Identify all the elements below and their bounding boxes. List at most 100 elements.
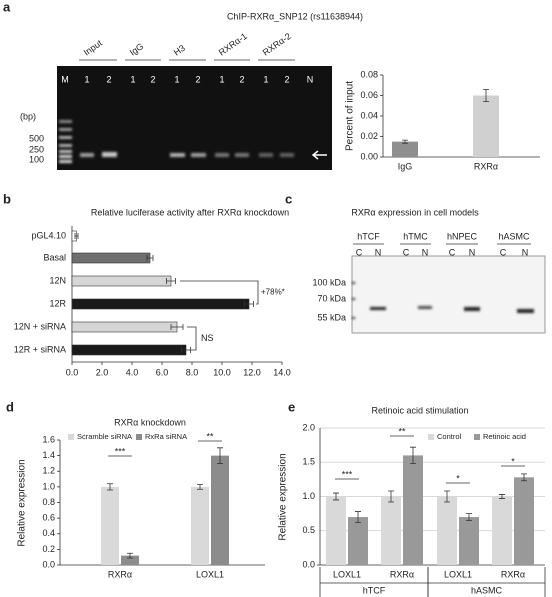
- panel-label: b: [3, 191, 11, 206]
- x-tick-label: 12.0: [243, 367, 261, 377]
- error-bar: [402, 139, 408, 144]
- kda-marker: 55 kDa: [317, 312, 346, 322]
- bar: [348, 517, 368, 565]
- bracket: [180, 280, 259, 305]
- bp-label: (bp): [20, 111, 36, 121]
- error-bar: [166, 278, 176, 284]
- blot-lane: N: [422, 247, 429, 257]
- lane-label: 1: [130, 74, 135, 84]
- legend-label: Control: [437, 432, 462, 441]
- y-tick-label: Basal: [43, 252, 66, 262]
- error-bar: [107, 483, 113, 491]
- legend-label: Retinoic acid: [483, 432, 526, 441]
- error-bar: [146, 255, 154, 261]
- x-tick-label: IgG: [398, 161, 413, 171]
- y-axis-label: Percent of input: [345, 81, 356, 151]
- blot-lane: C: [356, 247, 363, 257]
- y-tick-label: 0.0: [42, 559, 55, 569]
- group-label: Input: [82, 38, 105, 58]
- y-tick-label: 1.2: [42, 466, 55, 476]
- bracket-label: NS: [201, 333, 214, 343]
- bar: [71, 321, 178, 333]
- bar: [211, 455, 229, 565]
- y-tick-label: 0.08: [360, 69, 378, 79]
- error-bar: [444, 490, 450, 503]
- bar: [514, 477, 534, 565]
- x-tick-label: RXRα: [474, 161, 498, 171]
- bar: [121, 555, 139, 565]
- lane-label: M: [61, 74, 69, 84]
- blot-lane: C: [449, 247, 456, 257]
- x-tick-label: 4.0: [126, 367, 139, 377]
- bar: [101, 486, 119, 565]
- y-axis-label: Relative expression: [278, 453, 289, 540]
- bar: [71, 298, 250, 310]
- significance-label: ***: [342, 469, 353, 479]
- significance-label: **: [398, 426, 406, 436]
- y-tick-label: 1.4: [42, 450, 55, 460]
- kda-marker: 70 kDa: [317, 293, 346, 303]
- band-arrow: [311, 150, 327, 160]
- group-label: IgG: [128, 41, 146, 58]
- y-tick-label: pGL4.10: [31, 230, 66, 240]
- bar: [403, 455, 423, 565]
- error-bar: [355, 511, 361, 523]
- group-label: hTCF: [363, 585, 386, 595]
- y-tick-label: 0.6: [42, 513, 55, 523]
- x-tick-label: 10.0: [213, 367, 231, 377]
- gel-bands: [59, 120, 294, 163]
- y-tick-label: 1.0: [302, 491, 315, 501]
- error-bar: [181, 347, 191, 353]
- y-tick-label: 1.0: [42, 481, 55, 491]
- error-bar: [388, 490, 394, 503]
- y-tick-label: 0.5: [302, 525, 315, 535]
- panel-label: e: [288, 399, 295, 414]
- legend-label: Scramble siRNA: [77, 432, 132, 441]
- lane-label: N: [307, 74, 314, 84]
- y-tick-label: 0.0: [302, 559, 315, 569]
- lane-label: 2: [239, 74, 244, 84]
- y-tick-label: 12N: [49, 275, 66, 285]
- error-bar: [217, 447, 223, 464]
- y-tick-label: 1.5: [302, 457, 315, 467]
- bar: [459, 517, 479, 565]
- bracket-label: +78%*: [261, 288, 285, 297]
- group-label: H3: [172, 43, 187, 58]
- legend-swatch: [428, 434, 434, 440]
- y-tick-label: 0.06: [360, 90, 378, 100]
- legend-swatch: [474, 434, 480, 440]
- significance-label: *: [511, 456, 515, 466]
- y-tick-label: 0.02: [360, 131, 378, 141]
- y-tick-label: 0.00: [360, 151, 378, 161]
- y-axis-label: Relative expression: [17, 459, 28, 546]
- blot-lane: C: [500, 247, 507, 257]
- x-tick-label: RXRα: [108, 569, 132, 579]
- blot-group: hTCF: [357, 231, 380, 241]
- lane-label: 1: [84, 74, 89, 84]
- panel-label: d: [6, 399, 14, 414]
- panel-label: c: [285, 191, 292, 206]
- y-tick-label: 0.04: [360, 110, 378, 120]
- y-tick-label: 12N + siRNA: [14, 321, 66, 331]
- error-bar: [333, 492, 339, 501]
- chart-title: Retinoic acid stimulation: [371, 405, 468, 415]
- legend-swatch: [68, 434, 74, 440]
- bar: [392, 141, 418, 157]
- bar: [71, 252, 151, 264]
- bracket: [187, 326, 197, 351]
- lane-label: 2: [150, 74, 155, 84]
- chart-title: Relative luciferase activity after RXRα …: [91, 207, 289, 217]
- lane-label: 1: [219, 74, 224, 84]
- bar: [71, 275, 172, 287]
- error-bar: [410, 446, 416, 465]
- group-label: RXRα-2: [261, 31, 293, 58]
- bar: [191, 486, 209, 565]
- group-label: RXRα-1: [217, 31, 249, 58]
- x-tick-label: LOXL1: [196, 569, 224, 579]
- lane-label: 2: [195, 74, 200, 84]
- x-tick-label: 2.0: [96, 367, 109, 377]
- gel-title: ChIP-RXRα_SNP12 (rs11638944): [227, 11, 363, 21]
- error-bar: [197, 484, 203, 490]
- error-bar: [127, 552, 133, 559]
- y-tick-label: 2.0: [302, 422, 315, 432]
